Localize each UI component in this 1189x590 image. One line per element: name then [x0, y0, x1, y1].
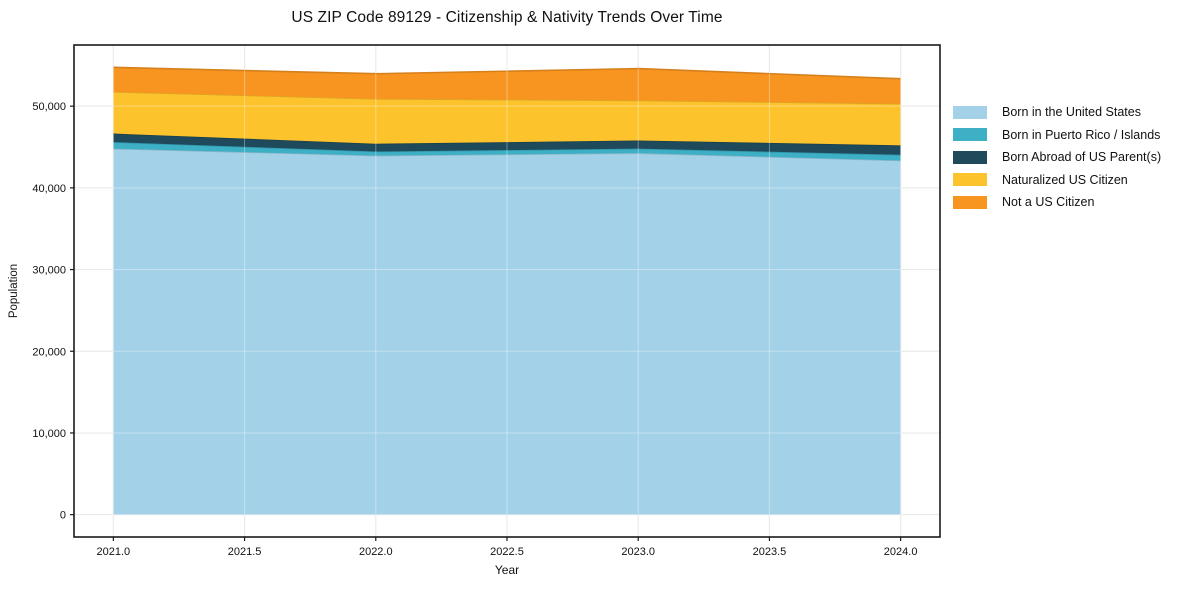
chart-title: US ZIP Code 89129 - Citizenship & Nativi… — [291, 9, 723, 26]
x-tick-label: 2021.0 — [97, 546, 131, 558]
x-tick-label: 2024.0 — [884, 546, 918, 558]
x-tick-label: 2022.5 — [490, 546, 524, 558]
x-tick-label: 2021.5 — [228, 546, 262, 558]
legend-swatch-naturalized-us-citizen — [953, 173, 987, 187]
legend-swatch-not-a-us-citizen — [953, 195, 987, 209]
legend-item-born-in-puerto-rico-islands: Born in Puerto Rico / Islands — [953, 128, 1161, 142]
legend-swatch-born-in-the-united-states — [953, 105, 987, 119]
legend: Born in the United States Born in Puerto … — [953, 105, 1161, 218]
y-tick-label: 40,000 — [32, 183, 66, 195]
x-tick-label: 2022.0 — [359, 546, 393, 558]
y-tick-label: 20,000 — [32, 346, 66, 358]
area-born-in-puerto-rico-islands — [113, 142, 901, 161]
area-naturalized-us-citizen — [113, 91, 901, 146]
area-born-abroad-of-us-parent-s — [113, 133, 901, 155]
y-tick-label: 0 — [60, 510, 66, 522]
legend-item-naturalized-us-citizen: Naturalized US Citizen — [953, 173, 1161, 187]
x-axis-label: Year — [494, 563, 520, 577]
legend-label: Born in the United States — [1002, 105, 1141, 119]
area-born-in-the-united-states — [113, 148, 901, 515]
legend-label: Naturalized US Citizen — [1002, 172, 1128, 187]
x-tick-label: 2023.5 — [753, 546, 787, 558]
x-tick-label: 2023.0 — [621, 546, 655, 558]
legend-swatch-born-abroad-of-us-parent-s — [953, 150, 987, 164]
legend-item-born-abroad-of-us-parent-s: Born Abroad of US Parent(s) — [953, 150, 1161, 164]
legend-label: Born Abroad of US Parent(s) — [1002, 150, 1162, 165]
legend-label: Born in Puerto Rico / Islands — [1002, 127, 1161, 142]
legend-swatch-born-in-puerto-rico-islands — [953, 128, 987, 142]
y-tick-label: 50,000 — [32, 101, 66, 113]
y-tick-label: 30,000 — [32, 265, 66, 277]
y-axis-label: Population — [8, 263, 20, 319]
legend-item-born-in-the-united-states: Born in the United States — [953, 105, 1161, 119]
y-tick-label: 10,000 — [32, 428, 66, 440]
area-edge-not-a-us-citizen — [113, 66, 901, 80]
legend-label: Not a US Citizen — [1002, 195, 1095, 210]
legend-item-not-a-us-citizen: Not a US Citizen — [953, 195, 1161, 209]
area-not-a-us-citizen — [113, 67, 901, 104]
